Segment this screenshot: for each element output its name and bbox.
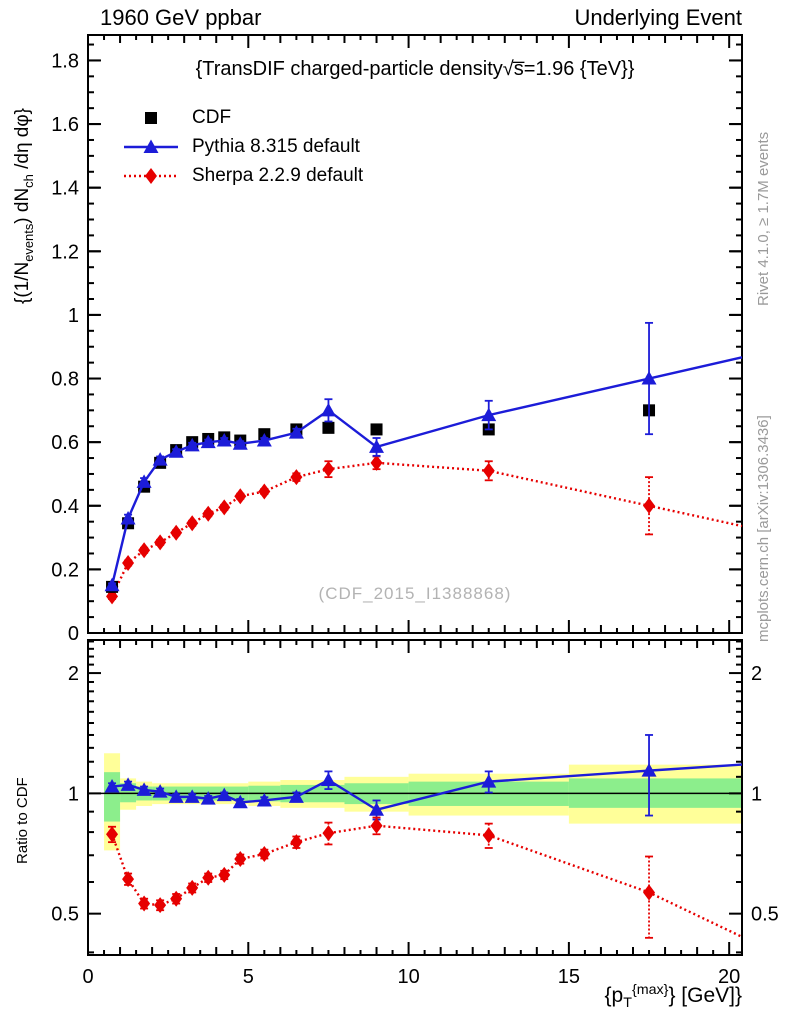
svg-text:1.8: 1.8: [51, 50, 79, 72]
sherpa-diamond-marker-icon: [122, 167, 180, 185]
analysis-id-watermark: (CDF_2015_I1388868): [318, 584, 512, 603]
pythia-triangle-marker-icon: [122, 138, 180, 156]
svg-text:0.4: 0.4: [51, 496, 79, 518]
analysis-group-label: Underlying Event: [574, 5, 742, 30]
legend-label: Pythia 8.315 default: [192, 135, 360, 157]
svg-text:1: 1: [68, 783, 79, 805]
svg-text:10: 10: [397, 966, 419, 988]
svg-text:0: 0: [82, 966, 93, 988]
legend: CDF Pythia 8.315 default Sherpa 2.2.9 de…: [122, 103, 363, 190]
svg-text:2: 2: [751, 663, 762, 685]
svg-text:1: 1: [751, 783, 762, 805]
beam-energy-label: 1960 GeV ppbar: [100, 5, 262, 30]
svg-text:0.2: 0.2: [51, 559, 79, 581]
svg-text:1.4: 1.4: [51, 178, 79, 200]
svg-text:0.8: 0.8: [51, 369, 79, 391]
svg-text:20: 20: [718, 966, 740, 988]
legend-item-sherpa: Sherpa 2.2.9 default: [122, 161, 363, 190]
svg-text:0.5: 0.5: [51, 904, 79, 926]
mcplots-arxiv-note: mcplots.cern.ch [arXiv:1306.3436]: [755, 415, 772, 642]
svg-text:15: 15: [558, 966, 580, 988]
y-axis-title: {(1/Nevents) dNch /dη dφ}: [12, 107, 36, 304]
svg-text:1: 1: [68, 305, 79, 327]
legend-item-pythia: Pythia 8.315 default: [122, 132, 363, 161]
legend-label: CDF: [192, 106, 232, 128]
svg-text:1.2: 1.2: [51, 241, 79, 263]
svg-text:1.6: 1.6: [51, 114, 79, 136]
ratio-axis-title: Ratio to CDF: [14, 777, 31, 864]
svg-text:5: 5: [243, 966, 254, 988]
svg-text:0: 0: [68, 623, 79, 645]
x-axis-title: {pT{max}} [GeV]}: [604, 982, 742, 1012]
legend-item-cdf: CDF: [122, 103, 363, 132]
svg-text:0.5: 0.5: [751, 904, 779, 926]
rivet-version-note: Rivet 4.1.0, ≥ 1.7M events: [755, 131, 772, 306]
plot-title: {TransDIF charged-particle density√s̅=1.…: [195, 58, 635, 80]
svg-text:2: 2: [68, 663, 79, 685]
legend-label: Sherpa 2.2.9 default: [192, 164, 364, 186]
cdf-square-marker-icon: [122, 109, 180, 127]
svg-text:0.6: 0.6: [51, 432, 79, 454]
